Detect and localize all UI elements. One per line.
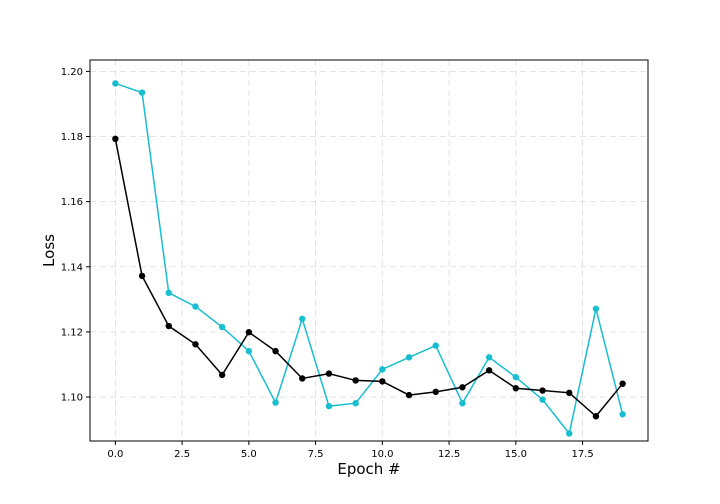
data-point xyxy=(325,402,333,410)
data-point xyxy=(245,347,253,355)
data-point xyxy=(112,135,119,143)
data-point xyxy=(539,387,546,394)
data-point xyxy=(112,80,119,87)
y-tick-label: 1.12 xyxy=(61,327,83,338)
x-tick-label: 7.5 xyxy=(308,449,324,460)
x-tick-label: 17.5 xyxy=(571,449,593,460)
data-point xyxy=(459,384,466,391)
data-point xyxy=(592,305,600,312)
y-axis: 1.10 1.12 1.14 1.16 1.18 1.20 xyxy=(61,67,90,404)
data-point xyxy=(405,354,413,361)
grid xyxy=(90,60,648,441)
data-point xyxy=(192,341,199,348)
data-point xyxy=(405,391,413,399)
y-tick-label: 1.14 xyxy=(61,262,83,273)
data-point xyxy=(299,375,306,382)
data-point xyxy=(299,315,306,323)
data-point xyxy=(379,366,386,373)
x-tick-label: 2.5 xyxy=(174,449,190,460)
data-point xyxy=(566,389,573,397)
series-line xyxy=(114,138,624,418)
data-point xyxy=(272,347,279,355)
data-point xyxy=(138,272,146,280)
y-axis-label: Loss xyxy=(40,234,58,267)
x-tick-label: 12.5 xyxy=(438,449,460,460)
x-tick-label: 5.0 xyxy=(241,449,257,460)
series-0 xyxy=(112,80,626,437)
data-point xyxy=(619,380,626,387)
data-point xyxy=(272,399,279,406)
data-point xyxy=(432,342,439,349)
data-point xyxy=(619,411,626,418)
x-axis: 0.0 2.5 5.0 7.5 10.0 12.5 15.0 17.5 xyxy=(107,441,594,460)
data-point xyxy=(539,396,546,403)
data-point xyxy=(566,430,573,437)
y-tick-label: 1.10 xyxy=(61,393,83,404)
data-point xyxy=(165,322,172,330)
data-point xyxy=(138,89,146,96)
y-tick-label: 1.20 xyxy=(61,67,83,78)
data-point xyxy=(165,289,172,297)
data-point xyxy=(245,329,253,336)
y-tick-label: 1.16 xyxy=(61,197,83,208)
data-point xyxy=(512,373,520,381)
data-point xyxy=(485,367,493,374)
data-point xyxy=(325,370,333,377)
x-tick-label: 10.0 xyxy=(371,449,393,460)
data-point xyxy=(352,400,359,407)
series-line xyxy=(115,82,624,436)
data-point xyxy=(485,354,493,361)
x-tick-label: 0.0 xyxy=(107,449,123,460)
x-tick-label: 15.0 xyxy=(505,449,527,460)
series-layer xyxy=(112,80,626,437)
data-point xyxy=(379,378,386,385)
data-point xyxy=(352,377,359,384)
plot-frame xyxy=(89,59,649,442)
data-point xyxy=(192,303,199,310)
data-point xyxy=(432,388,439,396)
data-point xyxy=(512,385,520,392)
y-tick-label: 1.18 xyxy=(61,132,83,143)
x-axis-label: Epoch # xyxy=(337,460,400,478)
series-1 xyxy=(112,135,626,420)
data-point xyxy=(218,371,226,379)
data-point xyxy=(459,400,466,407)
data-point xyxy=(218,323,226,331)
data-point xyxy=(592,413,600,420)
